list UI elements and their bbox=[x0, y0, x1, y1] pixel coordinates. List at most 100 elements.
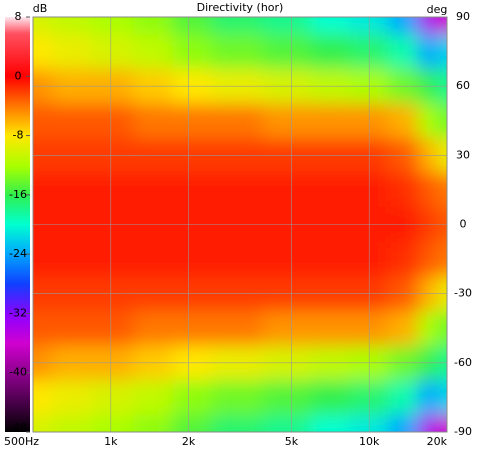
heat-cell bbox=[133, 380, 173, 416]
heat-cell bbox=[262, 380, 311, 416]
heat-cell bbox=[417, 380, 439, 416]
heat-cell bbox=[90, 172, 135, 208]
x-tick-label: 20k bbox=[427, 435, 448, 448]
heat-cell bbox=[172, 310, 212, 347]
heat-cell bbox=[172, 172, 212, 208]
heat-cell bbox=[51, 414, 92, 432]
heat-cell bbox=[349, 414, 389, 432]
heat-cell bbox=[262, 310, 311, 347]
heat-cell bbox=[310, 34, 350, 70]
heat-cell bbox=[51, 241, 92, 277]
heat-cell bbox=[417, 414, 439, 432]
heat-cell bbox=[172, 414, 212, 432]
colorbar bbox=[5, 17, 30, 432]
heat-cell bbox=[133, 17, 173, 35]
heat-cell bbox=[262, 17, 311, 35]
heat-cell bbox=[90, 17, 135, 35]
chart-title: Directivity (hor) bbox=[197, 1, 284, 14]
heat-cell bbox=[437, 380, 447, 416]
y-tick-label: -60 bbox=[454, 356, 472, 369]
heat-cell bbox=[437, 172, 447, 208]
heat-cell bbox=[437, 34, 447, 70]
heat-cell bbox=[33, 172, 53, 208]
heat-cell bbox=[388, 172, 419, 208]
y-tick-label: 0 bbox=[460, 218, 467, 231]
heat-cell bbox=[349, 241, 389, 277]
heat-cell bbox=[51, 103, 92, 139]
heat-cell bbox=[349, 310, 389, 347]
heat-cell bbox=[310, 103, 350, 139]
heat-cell bbox=[349, 34, 389, 70]
heat-cell bbox=[90, 241, 135, 277]
heat-cell bbox=[33, 17, 53, 35]
x-tick-label: 2k bbox=[182, 435, 196, 448]
heat-cell bbox=[133, 103, 173, 139]
heat-cell bbox=[310, 310, 350, 347]
y-tick-label: 30 bbox=[456, 148, 470, 161]
heat-cell bbox=[388, 414, 419, 432]
heat-cell bbox=[437, 241, 447, 277]
heat-cell bbox=[51, 380, 92, 416]
heat-cell bbox=[388, 103, 419, 139]
heat-cell bbox=[349, 172, 389, 208]
heat-cell bbox=[33, 380, 53, 416]
heat-cell bbox=[388, 34, 419, 70]
heat-cell bbox=[33, 310, 53, 347]
x-tick-label: 10k bbox=[359, 435, 380, 448]
heat-cell bbox=[417, 241, 439, 277]
heat-cell bbox=[211, 103, 264, 139]
colorbar-tick-label: -24 bbox=[9, 247, 27, 260]
y-tick-label: -30 bbox=[454, 287, 472, 300]
heat-cell bbox=[417, 172, 439, 208]
heat-cell bbox=[211, 241, 264, 277]
heat-cell bbox=[133, 172, 173, 208]
y-tick-label: 90 bbox=[456, 10, 470, 23]
heat-cell bbox=[310, 414, 350, 432]
heat-cell bbox=[262, 414, 311, 432]
heat-cell bbox=[388, 310, 419, 347]
heat-cell bbox=[349, 17, 389, 35]
heat-cell bbox=[51, 17, 92, 35]
heat-cell bbox=[90, 380, 135, 416]
heat-cell bbox=[51, 310, 92, 347]
heat-cell bbox=[211, 310, 264, 347]
colorbar-tick-label: 8 bbox=[15, 10, 22, 23]
heat-cell bbox=[90, 103, 135, 139]
colorbar-tick-label: -40 bbox=[9, 366, 27, 379]
colorbar-tick-label: -48 bbox=[9, 421, 27, 434]
heat-cell bbox=[349, 103, 389, 139]
heat-cell bbox=[90, 414, 135, 432]
heat-cell bbox=[310, 380, 350, 416]
heat-cell bbox=[388, 17, 419, 35]
heat-cell bbox=[310, 17, 350, 35]
x-tick-label: 500Hz bbox=[4, 435, 39, 448]
heat-cell bbox=[211, 34, 264, 70]
axes: 500Hz 1k 2k 5k 10k 20k 90 60 30 0 -30 -60 -90 8 0 -8 -16… bbox=[4, 10, 472, 448]
colorbar-tick-label: 0 bbox=[15, 69, 22, 82]
heat-cell bbox=[33, 34, 53, 70]
heat-cell bbox=[133, 310, 173, 347]
colorbar-tick-label: -8 bbox=[13, 129, 24, 142]
heat-cell bbox=[417, 34, 439, 70]
heat-cell bbox=[172, 17, 212, 35]
heat-cell bbox=[133, 414, 173, 432]
heat-cell bbox=[33, 103, 53, 139]
heat-cell bbox=[262, 34, 311, 70]
heat-cell bbox=[211, 17, 264, 35]
heatmap bbox=[33, 17, 447, 432]
heat-cell bbox=[90, 310, 135, 347]
colorbar-label: dB bbox=[33, 2, 48, 15]
heat-cell bbox=[437, 17, 447, 35]
heat-cell bbox=[437, 103, 447, 139]
y-tick-label: -90 bbox=[454, 425, 472, 438]
x-tick-label: 1k bbox=[104, 435, 118, 448]
heat-cell bbox=[262, 241, 311, 277]
heat-cell bbox=[417, 17, 439, 35]
heat-cell bbox=[310, 241, 350, 277]
heat-cell bbox=[90, 34, 135, 70]
heat-cell bbox=[437, 310, 447, 347]
heat-cell bbox=[172, 241, 212, 277]
heat-cell bbox=[51, 172, 92, 208]
heat-cell bbox=[172, 380, 212, 416]
